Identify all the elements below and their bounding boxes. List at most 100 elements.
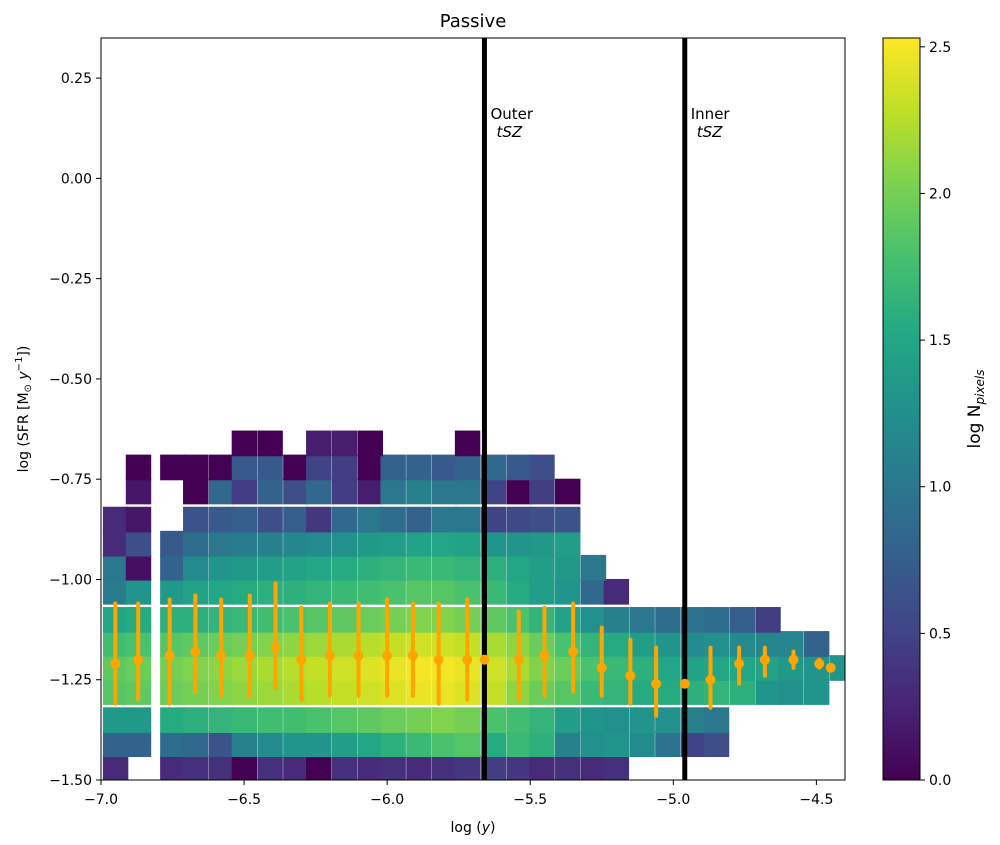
heatmap-cell xyxy=(555,578,581,605)
heatmap-cell xyxy=(506,530,532,557)
y-tick-label: −1.25 xyxy=(49,673,92,689)
heatmap-cell xyxy=(529,454,555,481)
heatmap-cell xyxy=(454,731,481,758)
heatmap-cell xyxy=(331,506,358,533)
median-point xyxy=(133,654,144,665)
heatmap-cell xyxy=(406,755,432,780)
heatmap-cell xyxy=(160,530,186,557)
heatmap-cell xyxy=(755,607,781,633)
median-point xyxy=(539,650,550,661)
heatmap-cell xyxy=(306,454,332,481)
median-point xyxy=(679,678,690,689)
heatmap-cell xyxy=(380,554,406,581)
heatmap-cell xyxy=(183,530,209,557)
heatmap-cell xyxy=(331,554,358,581)
heatmap-cell xyxy=(406,731,432,758)
heatmap-cell xyxy=(231,755,258,780)
colorbar-tick-label: 1.0 xyxy=(929,480,951,496)
heatmap-cell xyxy=(803,679,830,705)
median-point xyxy=(568,646,579,657)
heatmap-cell xyxy=(555,655,581,681)
heatmap-cell xyxy=(283,631,309,657)
heatmap-cell xyxy=(102,755,129,780)
heatmap-cell xyxy=(283,454,309,481)
heatmap-cell xyxy=(603,631,630,657)
colorbar-tick-label: 2.0 xyxy=(929,186,951,202)
heatmap-cell xyxy=(125,506,152,533)
heatmap-cell xyxy=(257,731,283,758)
heatmap-cell xyxy=(603,655,630,681)
heatmap-cell xyxy=(380,707,406,733)
heatmap-cell xyxy=(257,631,283,657)
heatmap-cell xyxy=(406,554,432,581)
heatmap-cell xyxy=(555,607,581,633)
heatmap-cell xyxy=(208,554,235,581)
heatmap-cell xyxy=(729,655,755,681)
heatmap-cell xyxy=(803,631,830,657)
colorbar-label-subscript: pixels xyxy=(973,369,987,405)
heatmap-cell xyxy=(331,679,358,705)
heatmap-cell xyxy=(555,731,581,758)
heatmap-cell xyxy=(102,530,129,557)
heatmap-cell xyxy=(629,607,655,633)
y-tick-label: 0.00 xyxy=(61,171,92,187)
heatmap-cell xyxy=(331,655,358,681)
colorbar xyxy=(882,37,921,781)
heatmap-cell xyxy=(160,607,186,633)
heatmap-cell xyxy=(454,454,481,481)
heatmap xyxy=(102,430,845,780)
heatmap-cell xyxy=(529,506,555,533)
median-point xyxy=(625,670,636,681)
heatmap-cell xyxy=(431,607,458,633)
median-point xyxy=(825,662,836,673)
heatmap-cell xyxy=(125,731,152,758)
heatmap-cell xyxy=(125,454,152,481)
heatmap-cell xyxy=(208,530,235,557)
heatmap-cell xyxy=(357,679,383,705)
heatmap-cell xyxy=(231,679,258,705)
heatmap-cell xyxy=(555,554,581,581)
heatmap-cell xyxy=(529,679,555,705)
colorbar-label-main: log N xyxy=(965,404,985,448)
median-point xyxy=(244,650,255,661)
heatmap-cell xyxy=(629,707,655,733)
heatmap-cell xyxy=(208,454,235,481)
heatmap-cell xyxy=(183,554,209,581)
heatmap-cell xyxy=(506,554,532,581)
heatmap-cell xyxy=(529,478,555,505)
heatmap-cell xyxy=(655,731,681,758)
median-point xyxy=(216,650,227,661)
heatmap-cell xyxy=(125,578,152,605)
median-point xyxy=(407,650,418,661)
heatmap-cell xyxy=(629,679,655,705)
heatmap-cell xyxy=(183,454,209,481)
heatmap-cell xyxy=(454,554,481,581)
heatmap-cell xyxy=(380,506,406,533)
heatmap-cell xyxy=(357,430,383,457)
median-point xyxy=(110,658,121,669)
heatmap-cell xyxy=(306,679,332,705)
colorbar-tick-label: 1.5 xyxy=(929,333,951,349)
heatmap-cell xyxy=(125,478,152,505)
heatmap-cell xyxy=(454,530,481,557)
median-point xyxy=(433,654,444,665)
y-axis-ticks: 0.25 0.00 −0.25 −0.50 −0.75 −1.00 −1.25 −1.50 xyxy=(49,71,101,789)
heatmap-cell xyxy=(257,530,283,557)
heatmap-cell xyxy=(357,454,383,481)
heatmap-cell xyxy=(431,707,458,733)
heatmap-cell xyxy=(406,578,432,605)
heatmap-cell xyxy=(306,506,332,533)
chart-title: Passive xyxy=(440,11,507,32)
heatmap-cell xyxy=(454,430,481,457)
heatmap-cell xyxy=(257,454,283,481)
x-axis-label: log (y) xyxy=(450,820,495,836)
heatmap-cell xyxy=(331,530,358,557)
colorbar-label: log Npixels xyxy=(965,369,987,448)
heatmap-cell xyxy=(231,578,258,605)
heatmap-cell xyxy=(406,478,432,505)
heatmap-cell xyxy=(231,554,258,581)
median-point xyxy=(164,650,175,661)
median-point xyxy=(479,654,490,665)
heatmap-cell xyxy=(306,707,332,733)
heatmap-cell xyxy=(357,607,383,633)
